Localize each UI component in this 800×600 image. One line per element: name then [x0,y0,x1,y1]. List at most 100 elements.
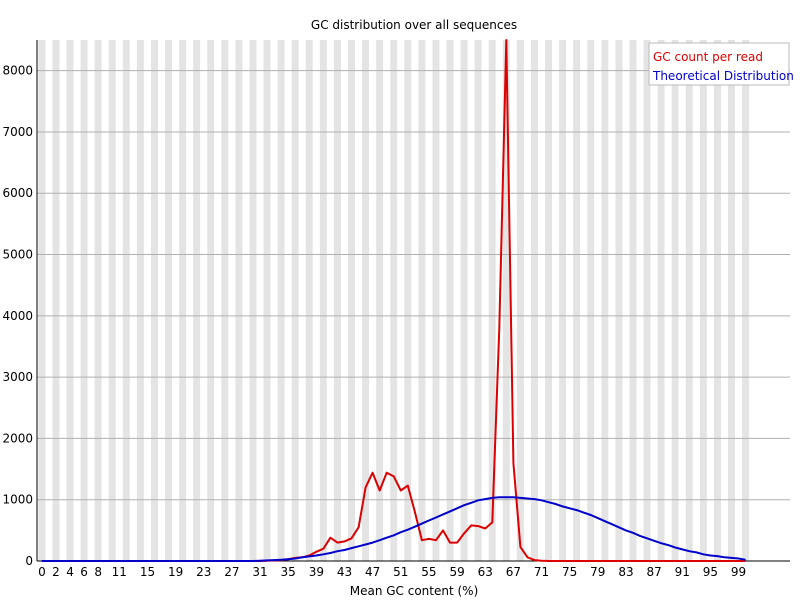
y-tick-label: 2000 [2,431,33,445]
background-band [355,40,363,561]
background-band [143,40,151,561]
background-band [284,40,292,561]
x-axis-label: Mean GC content (%) [350,584,479,598]
background-band [80,40,88,561]
x-tick-label: 23 [196,565,211,579]
background-band [594,40,602,561]
x-tick-label: 67 [506,565,521,579]
background-band [256,40,264,561]
background-band [179,40,187,561]
background-band [559,40,567,561]
background-band [615,40,623,561]
y-tick-labels: 0 1000 2000 3000 4000 5000 6000 7000 8000 [2,64,33,568]
background-band [678,40,686,561]
background-band [59,40,67,561]
background-band [516,40,524,561]
background-band [383,40,391,561]
y-tick-label: 8000 [2,64,33,78]
y-tick-label: 0 [25,554,33,568]
background-bands [38,40,750,561]
background-band [186,40,194,561]
x-tick-label: 47 [365,565,380,579]
legend: GC count per read Theoretical Distributi… [648,42,794,86]
background-band [608,40,616,561]
background-band [411,40,419,561]
background-band [509,40,517,561]
background-band [221,40,229,561]
background-band [38,40,46,561]
x-tick-label: 4 [66,565,74,579]
background-band [706,40,714,561]
background-band [629,40,637,561]
background-band [720,40,729,561]
background-band [87,40,95,561]
background-band [207,40,215,561]
background-band [115,40,123,561]
background-band [573,40,581,561]
background-band [165,40,173,561]
background-band [270,40,278,561]
background-band [94,40,102,561]
background-band [643,40,651,561]
x-tick-label: 91 [675,565,690,579]
background-band [404,40,412,561]
background-band [735,40,743,561]
background-band [657,40,665,561]
x-tick-label: 15 [140,565,155,579]
series-line-theoretical [41,496,746,562]
y-tick-label: 1000 [2,493,33,507]
background-band [692,40,700,561]
background-band [481,40,489,561]
background-band [446,40,454,561]
chart-title: GC distribution over all sequences [311,18,517,32]
x-tick-label: 83 [618,565,633,579]
background-band [45,40,53,561]
background-band [326,40,334,561]
background-band [277,40,285,561]
x-tick-label: 31 [252,565,267,579]
background-band [474,40,482,561]
x-tick-label: 87 [646,565,661,579]
x-tick-label: 75 [562,565,577,579]
series-lines [41,39,746,562]
background-band [713,40,721,561]
y-tick-label: 7000 [2,125,33,139]
background-band [319,40,327,561]
background-band [158,40,166,561]
background-band [587,40,595,561]
background-band [214,40,222,561]
legend-entry-theoretical: Theoretical Distribution [652,69,794,83]
x-tick-label: 99 [731,565,746,579]
background-band [601,40,609,561]
y-tick-label: 6000 [2,186,33,200]
background-band [200,40,208,561]
background-band [432,40,440,561]
background-band [242,40,250,561]
x-tick-label: 79 [590,565,605,579]
legend-box [648,42,790,86]
background-band [530,40,539,561]
background-band [136,40,144,561]
background-band [502,40,510,561]
background-band [390,40,398,561]
background-band [566,40,574,561]
background-band [685,40,693,561]
background-band [305,40,313,561]
x-tick-label: 35 [281,565,296,579]
background-band [122,40,130,561]
background-band [340,40,349,561]
background-band [552,40,560,561]
x-tick-label: 11 [112,565,127,579]
x-tick-labels: 0 2 4 6 8 11 15 19 23 27 31 35 39 43 47 51 55 59 63 67 71 75 7… [38,565,746,579]
background-band [291,40,299,561]
background-band [263,40,271,561]
background-band [664,40,672,561]
background-band [52,40,60,561]
x-tick-label: 51 [393,565,408,579]
background-band [699,40,707,561]
background-band [172,40,180,561]
background-band [369,40,377,561]
x-tick-label: 0 [38,565,46,579]
background-band [193,40,201,561]
background-band [488,40,496,561]
